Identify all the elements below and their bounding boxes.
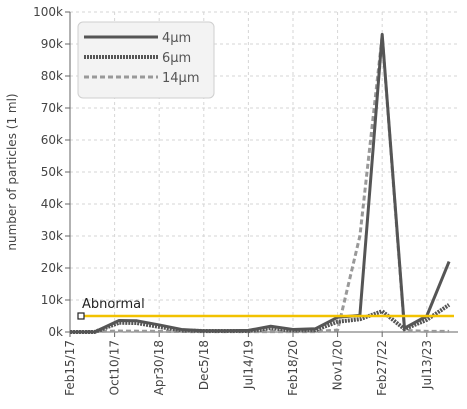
x-tick-label: Jul14/19 <box>241 340 255 390</box>
x-axis: Feb15/17 Oct10/17 Apr30/18 Dec5/18 Jul14/19 F… <box>63 331 458 396</box>
legend[interactable]: 4μm 6μm 14μm <box>77 21 215 99</box>
y-tick-label: 60k <box>41 133 63 147</box>
y-tick-label: 10k <box>41 293 63 307</box>
y-tick-label: 50k <box>41 165 63 179</box>
series-line-6m <box>70 303 451 334</box>
y-tick-label: 30k <box>41 229 63 243</box>
legend-label[interactable]: 6μm <box>162 51 191 66</box>
x-tick-label: Feb15/17 <box>63 340 77 396</box>
threshold-group: Abnormal <box>77 297 454 320</box>
y-tick-label: 40k <box>41 197 63 211</box>
x-tick-label: Feb27/22 <box>375 340 389 396</box>
y-axis: 0k 10k 20k 30k 40k 50k 60k 70k 80k 90k 100k <box>33 5 71 339</box>
threshold-label: Abnormal <box>82 297 145 312</box>
x-tick-label: Oct10/17 <box>108 340 122 395</box>
x-tick-label: Jul13/23 <box>420 340 434 390</box>
threshold-marker <box>77 312 85 320</box>
x-tick-label: Nov1/20 <box>331 340 345 390</box>
x-tick-label: Dec5/18 <box>197 340 211 390</box>
series-group <box>69 32 451 334</box>
y-tick-label: 20k <box>41 261 63 275</box>
y-tick-label: 100k <box>33 5 63 19</box>
x-tick-label: Feb18/20 <box>286 340 300 396</box>
x-tick-label: Apr30/18 <box>152 340 166 395</box>
y-tick-label: 90k <box>41 37 63 51</box>
y-tick-label: 0k <box>48 325 63 339</box>
y-tick-label: 80k <box>41 69 63 83</box>
legend-label[interactable]: 14μm <box>162 71 199 86</box>
y-axis-label: number of particles (1 ml) <box>5 93 19 250</box>
legend-box <box>77 21 215 99</box>
legend-label[interactable]: 4μm <box>162 31 191 46</box>
y-tick-label: 70k <box>41 101 63 115</box>
series-line-4m <box>70 32 451 334</box>
